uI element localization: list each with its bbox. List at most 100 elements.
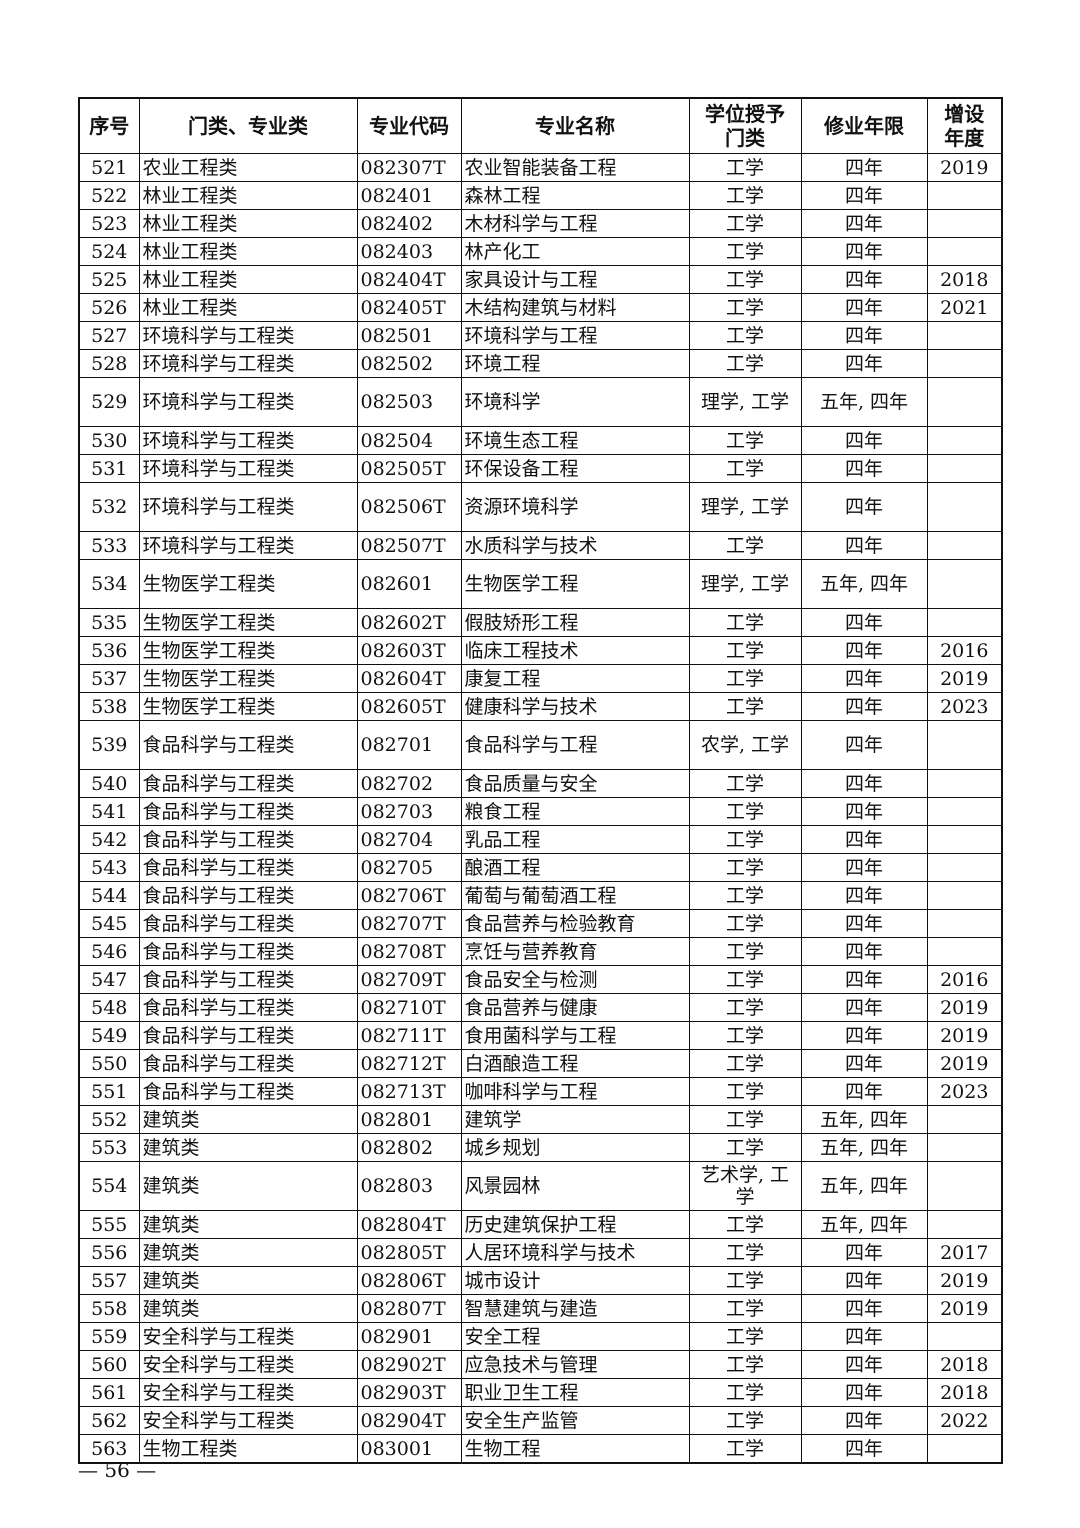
table-row: 559 安全科学与工程类 082901 安全工程 工学 四年 [78,1322,1003,1351]
row-index-cell: 530 [78,426,140,455]
duration-cell: 四年 [800,692,928,721]
table-row: 536 生物医学工程类 082603T 临床工程技术 工学 四年 2016 [78,636,1003,665]
major-code-cell: 082804T [356,1210,462,1239]
header-degree: 学位授予门类 [688,97,802,154]
duration-cell: 四年 [800,1406,928,1435]
major-name-cell: 城市设计 [460,1266,690,1295]
major-name-cell: 安全工程 [460,1322,690,1351]
major-name-cell: 烹饪与营养教育 [460,937,690,966]
degree-cell: 理学, 工学 [688,377,802,427]
major-code-cell: 082903T [356,1378,462,1407]
year-added-cell [926,237,1003,266]
major-name-cell: 风景园林 [460,1161,690,1211]
year-added-cell [926,181,1003,210]
table-row: 549 食品科学与工程类 082711T 食用菌科学与工程 工学 四年 2019 [78,1021,1003,1050]
row-index-cell: 542 [78,825,140,854]
major-code-cell: 082601 [356,559,462,609]
duration-cell: 四年 [800,1294,928,1323]
major-code-cell: 082506T [356,482,462,532]
table-row: 544 食品科学与工程类 082706T 葡萄与葡萄酒工程 工学 四年 [78,881,1003,910]
degree-cell: 工学 [688,993,802,1022]
major-code-cell: 082702 [356,769,462,798]
duration-cell: 四年 [800,769,928,798]
degree-cell: 工学 [688,825,802,854]
duration-cell: 四年 [800,482,928,532]
duration-cell: 四年 [800,1077,928,1106]
category-cell: 安全科学与工程类 [138,1406,358,1435]
major-name-cell: 环境科学 [460,377,690,427]
major-name-cell: 林产化工 [460,237,690,266]
row-index-cell: 535 [78,608,140,637]
degree-cell: 工学 [688,426,802,455]
major-code-cell: 082501 [356,321,462,350]
table-row: 556 建筑类 082805T 人居环境科学与技术 工学 四年 2017 [78,1238,1003,1267]
major-code-cell: 082405T [356,293,462,322]
major-name-cell: 人居环境科学与技术 [460,1238,690,1267]
row-index-cell: 552 [78,1105,140,1134]
major-code-cell: 082404T [356,265,462,294]
row-index-cell: 525 [78,265,140,294]
year-added-cell [926,1161,1003,1211]
category-cell: 环境科学与工程类 [138,531,358,560]
major-name-cell: 环境工程 [460,349,690,378]
duration-cell: 四年 [800,237,928,266]
year-added-cell: 2019 [926,1021,1003,1050]
row-index-cell: 537 [78,664,140,693]
category-cell: 食品科学与工程类 [138,881,358,910]
degree-cell: 工学 [688,636,802,665]
table-row: 521 农业工程类 082307T 农业智能装备工程 工学 四年 2019 [78,153,1003,182]
category-cell: 食品科学与工程类 [138,909,358,938]
degree-cell: 工学 [688,881,802,910]
degree-cell: 工学 [688,209,802,238]
category-cell: 食品科学与工程类 [138,1021,358,1050]
table-row: 557 建筑类 082806T 城市设计 工学 四年 2019 [78,1266,1003,1295]
degree-cell: 工学 [688,153,802,182]
row-index-cell: 523 [78,209,140,238]
major-code-cell: 082403 [356,237,462,266]
duration-cell: 四年 [800,209,928,238]
year-added-cell: 2017 [926,1238,1003,1267]
category-cell: 建筑类 [138,1294,358,1323]
table-row: 526 林业工程类 082405T 木结构建筑与材料 工学 四年 2021 [78,293,1003,322]
degree-cell: 工学 [688,1294,802,1323]
duration-cell: 五年, 四年 [800,559,928,609]
table-row: 528 环境科学与工程类 082502 环境工程 工学 四年 [78,349,1003,378]
year-added-cell: 2018 [926,1378,1003,1407]
category-cell: 环境科学与工程类 [138,349,358,378]
category-cell: 环境科学与工程类 [138,321,358,350]
major-code-cell: 082708T [356,937,462,966]
category-cell: 食品科学与工程类 [138,825,358,854]
major-code-cell: 082307T [356,153,462,182]
duration-cell: 四年 [800,1021,928,1050]
degree-cell: 工学 [688,454,802,483]
duration-cell: 四年 [800,636,928,665]
table-row: 548 食品科学与工程类 082710T 食品营养与健康 工学 四年 2019 [78,993,1003,1022]
year-added-cell: 2023 [926,692,1003,721]
year-added-cell: 2019 [926,664,1003,693]
year-added-cell: 2019 [926,1266,1003,1295]
row-index-cell: 528 [78,349,140,378]
major-code-cell: 082807T [356,1294,462,1323]
category-cell: 食品科学与工程类 [138,769,358,798]
year-added-cell: 2019 [926,993,1003,1022]
row-index-cell: 532 [78,482,140,532]
duration-cell: 四年 [800,853,928,882]
row-index-cell: 559 [78,1322,140,1351]
major-name-cell: 生物工程 [460,1434,690,1464]
duration-cell: 四年 [800,937,928,966]
category-cell: 生物医学工程类 [138,636,358,665]
major-name-cell: 建筑学 [460,1105,690,1134]
duration-cell: 四年 [800,321,928,350]
major-name-cell: 粮食工程 [460,797,690,826]
year-added-cell [926,769,1003,798]
year-added-cell: 2022 [926,1406,1003,1435]
row-index-cell: 529 [78,377,140,427]
row-index-cell: 527 [78,321,140,350]
duration-cell: 四年 [800,993,928,1022]
category-cell: 安全科学与工程类 [138,1378,358,1407]
table-row: 524 林业工程类 082403 林产化工 工学 四年 [78,237,1003,266]
year-added-cell [926,321,1003,350]
table-row: 550 食品科学与工程类 082712T 白酒酿造工程 工学 四年 2019 [78,1049,1003,1078]
major-name-cell: 木结构建筑与材料 [460,293,690,322]
degree-cell: 工学 [688,1350,802,1379]
